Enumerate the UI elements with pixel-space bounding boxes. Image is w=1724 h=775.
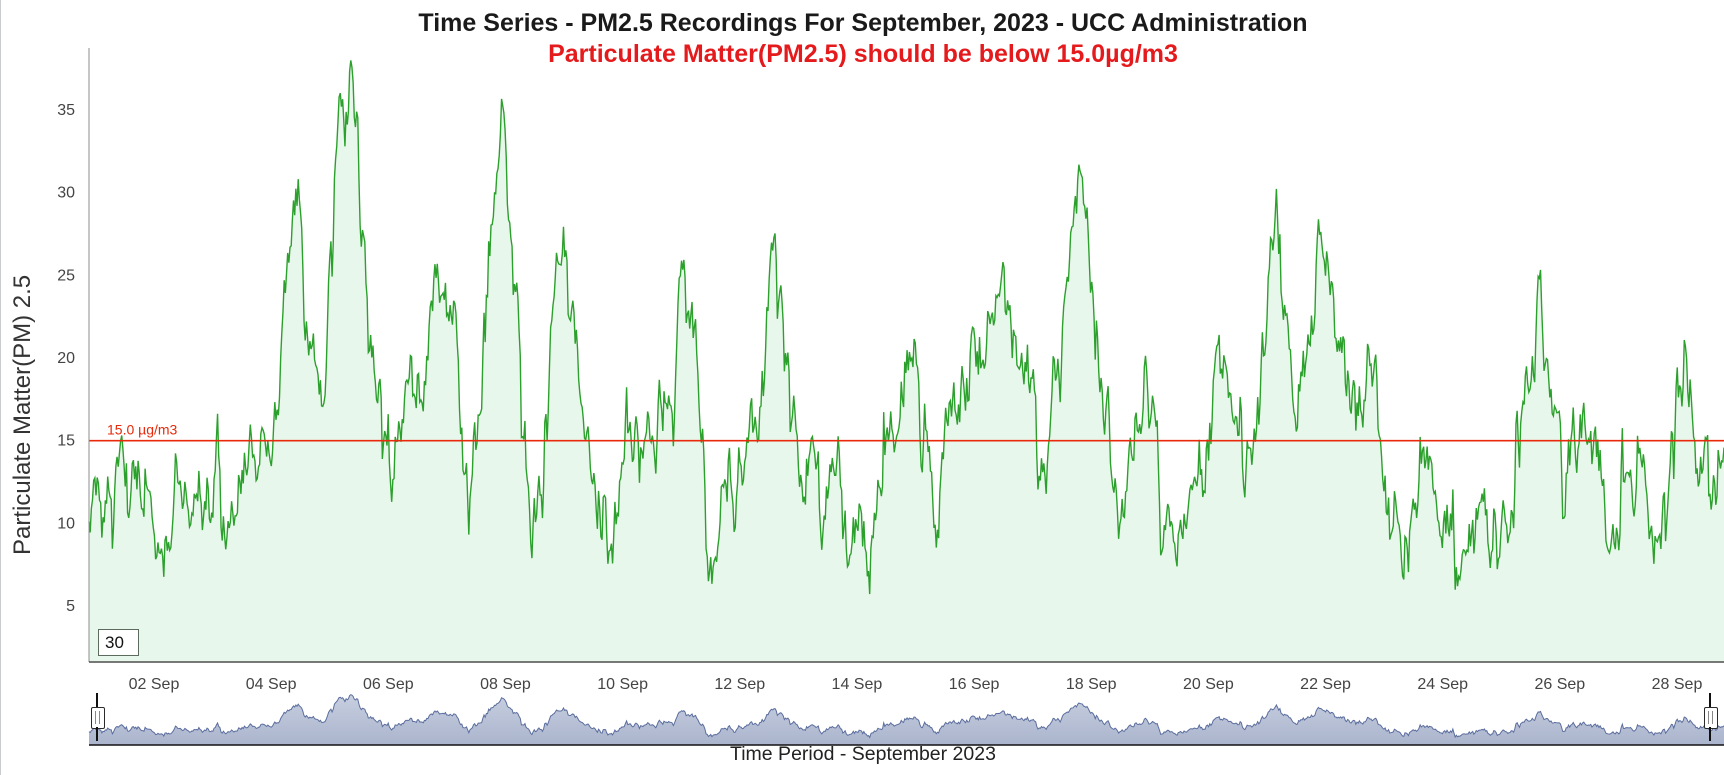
svg-text:10: 10 (57, 515, 75, 532)
svg-text:10 Sep: 10 Sep (597, 676, 648, 693)
svg-text:35: 35 (57, 102, 75, 119)
svg-text:04 Sep: 04 Sep (246, 676, 297, 693)
svg-text:25: 25 (57, 267, 75, 284)
svg-text:12 Sep: 12 Sep (714, 676, 765, 693)
svg-text:26 Sep: 26 Sep (1534, 676, 1585, 693)
svg-text:14 Sep: 14 Sep (832, 676, 883, 693)
svg-text:18 Sep: 18 Sep (1066, 676, 1117, 693)
svg-text:5: 5 (66, 598, 75, 615)
svg-text:20: 20 (57, 350, 75, 367)
svg-text:22 Sep: 22 Sep (1300, 676, 1351, 693)
svg-text:28 Sep: 28 Sep (1652, 676, 1703, 693)
svg-text:16 Sep: 16 Sep (949, 676, 1000, 693)
svg-text:15.0 µg/m3: 15.0 µg/m3 (107, 422, 178, 438)
svg-text:08 Sep: 08 Sep (480, 676, 531, 693)
svg-text:30: 30 (57, 185, 75, 202)
svg-text:15: 15 (57, 433, 75, 450)
svg-text:24 Sep: 24 Sep (1417, 676, 1468, 693)
svg-text:20 Sep: 20 Sep (1183, 676, 1234, 693)
svg-text:02 Sep: 02 Sep (129, 676, 180, 693)
svg-text:06 Sep: 06 Sep (363, 676, 414, 693)
